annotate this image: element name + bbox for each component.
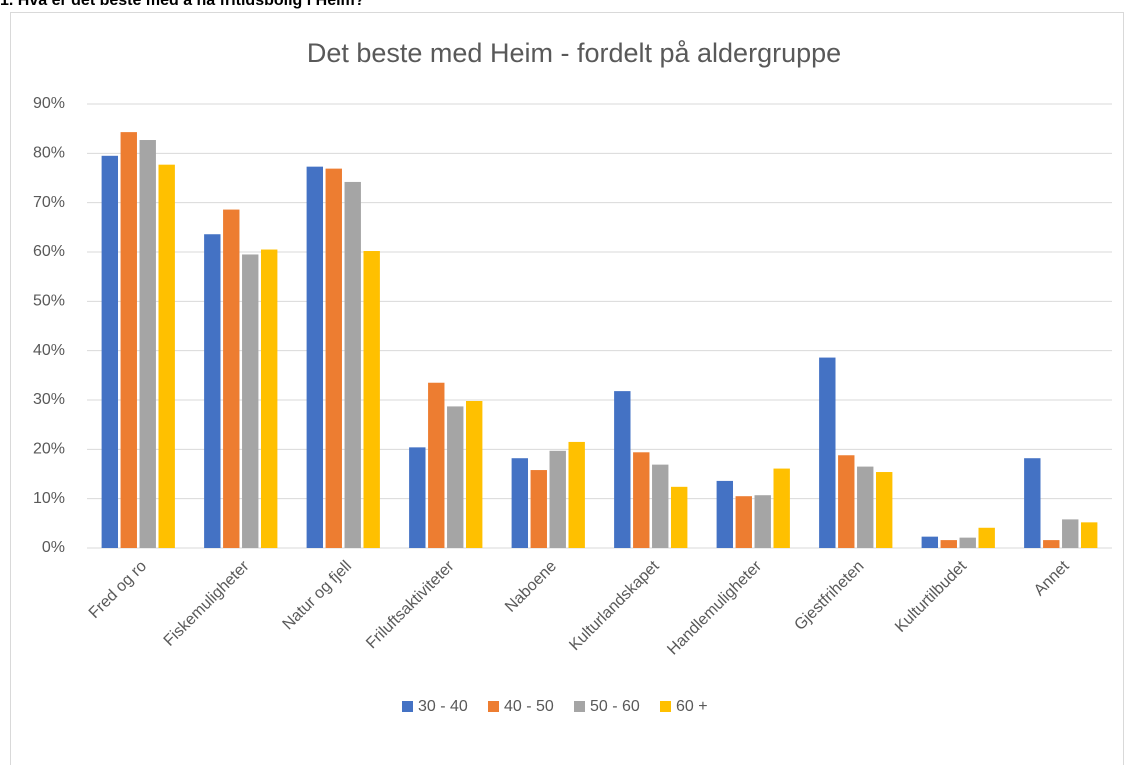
heading: 1. Hva er det beste med å ha fritidsboli… [0,0,365,9]
bar [875,472,893,548]
bar [325,168,342,549]
bar [242,254,259,548]
bar [959,537,976,548]
bar [101,155,119,549]
legend-label: 40 - 50 [504,698,554,715]
bar [819,357,836,548]
bar [857,466,874,548]
x-tick-label: Annet [1031,557,1073,599]
bar [614,391,631,548]
bar [670,486,688,548]
legend-label: 50 - 60 [590,698,640,715]
x-tick-label: Fiskemuligheter [161,557,253,649]
y-tick-label: 0% [42,539,65,556]
y-tick-label: 80% [33,145,65,162]
bar [344,181,361,549]
y-tick-label: 90% [33,95,65,112]
bar [409,447,426,548]
bar [1043,540,1060,548]
bar [204,234,221,549]
legend-swatch [574,701,585,712]
bar [1080,522,1098,548]
bar [735,496,752,548]
y-tick-label: 10% [33,490,65,507]
bar [940,540,957,548]
y-tick-label: 20% [33,441,65,458]
bar [428,382,445,548]
bar [1062,519,1079,548]
x-tick-label: Fred og ro [86,558,150,622]
y-tick-label: 70% [33,194,65,211]
x-tick-label: Gjestfriheten [791,558,867,634]
y-tick-label: 40% [33,342,65,359]
bar [530,470,547,548]
bar [754,495,771,548]
bar [447,406,464,548]
legend-swatch [660,701,671,712]
bar [363,251,380,548]
bar [978,527,995,548]
bar [838,455,855,548]
bar [921,536,939,548]
bar [260,249,278,549]
x-tick-label: Handlemuligheter [664,557,765,658]
x-tick-label: Natur og fjell [280,558,356,634]
y-tick-label: 50% [33,293,65,310]
bar [1024,458,1041,548]
bar [773,468,790,548]
y-tick-label: 60% [33,243,65,260]
bar [120,132,137,548]
legend-label: 60 + [676,698,708,715]
x-tick-label: Kulturlandskapet [566,557,663,654]
y-tick-label: 30% [33,391,65,408]
bar [158,164,175,548]
bar [306,166,324,549]
legend-swatch [402,701,413,712]
bar [465,400,483,548]
bar [549,450,566,548]
bar [716,480,734,548]
legend-swatch [488,701,499,712]
bar [652,464,669,548]
chart-frame [10,12,1124,770]
chart-title: Det beste med Heim - fordelt på aldergru… [307,38,841,68]
bar [633,452,650,548]
bar [568,441,585,548]
bar [511,458,529,548]
x-tick-label: Kulturtilbudet [892,557,970,635]
bar [139,140,156,548]
bar [223,209,240,548]
x-tick-label: Friluftsaktiviteter [363,557,458,652]
x-tick-label: Naboene [502,558,560,616]
legend-label: 30 - 40 [418,698,468,715]
